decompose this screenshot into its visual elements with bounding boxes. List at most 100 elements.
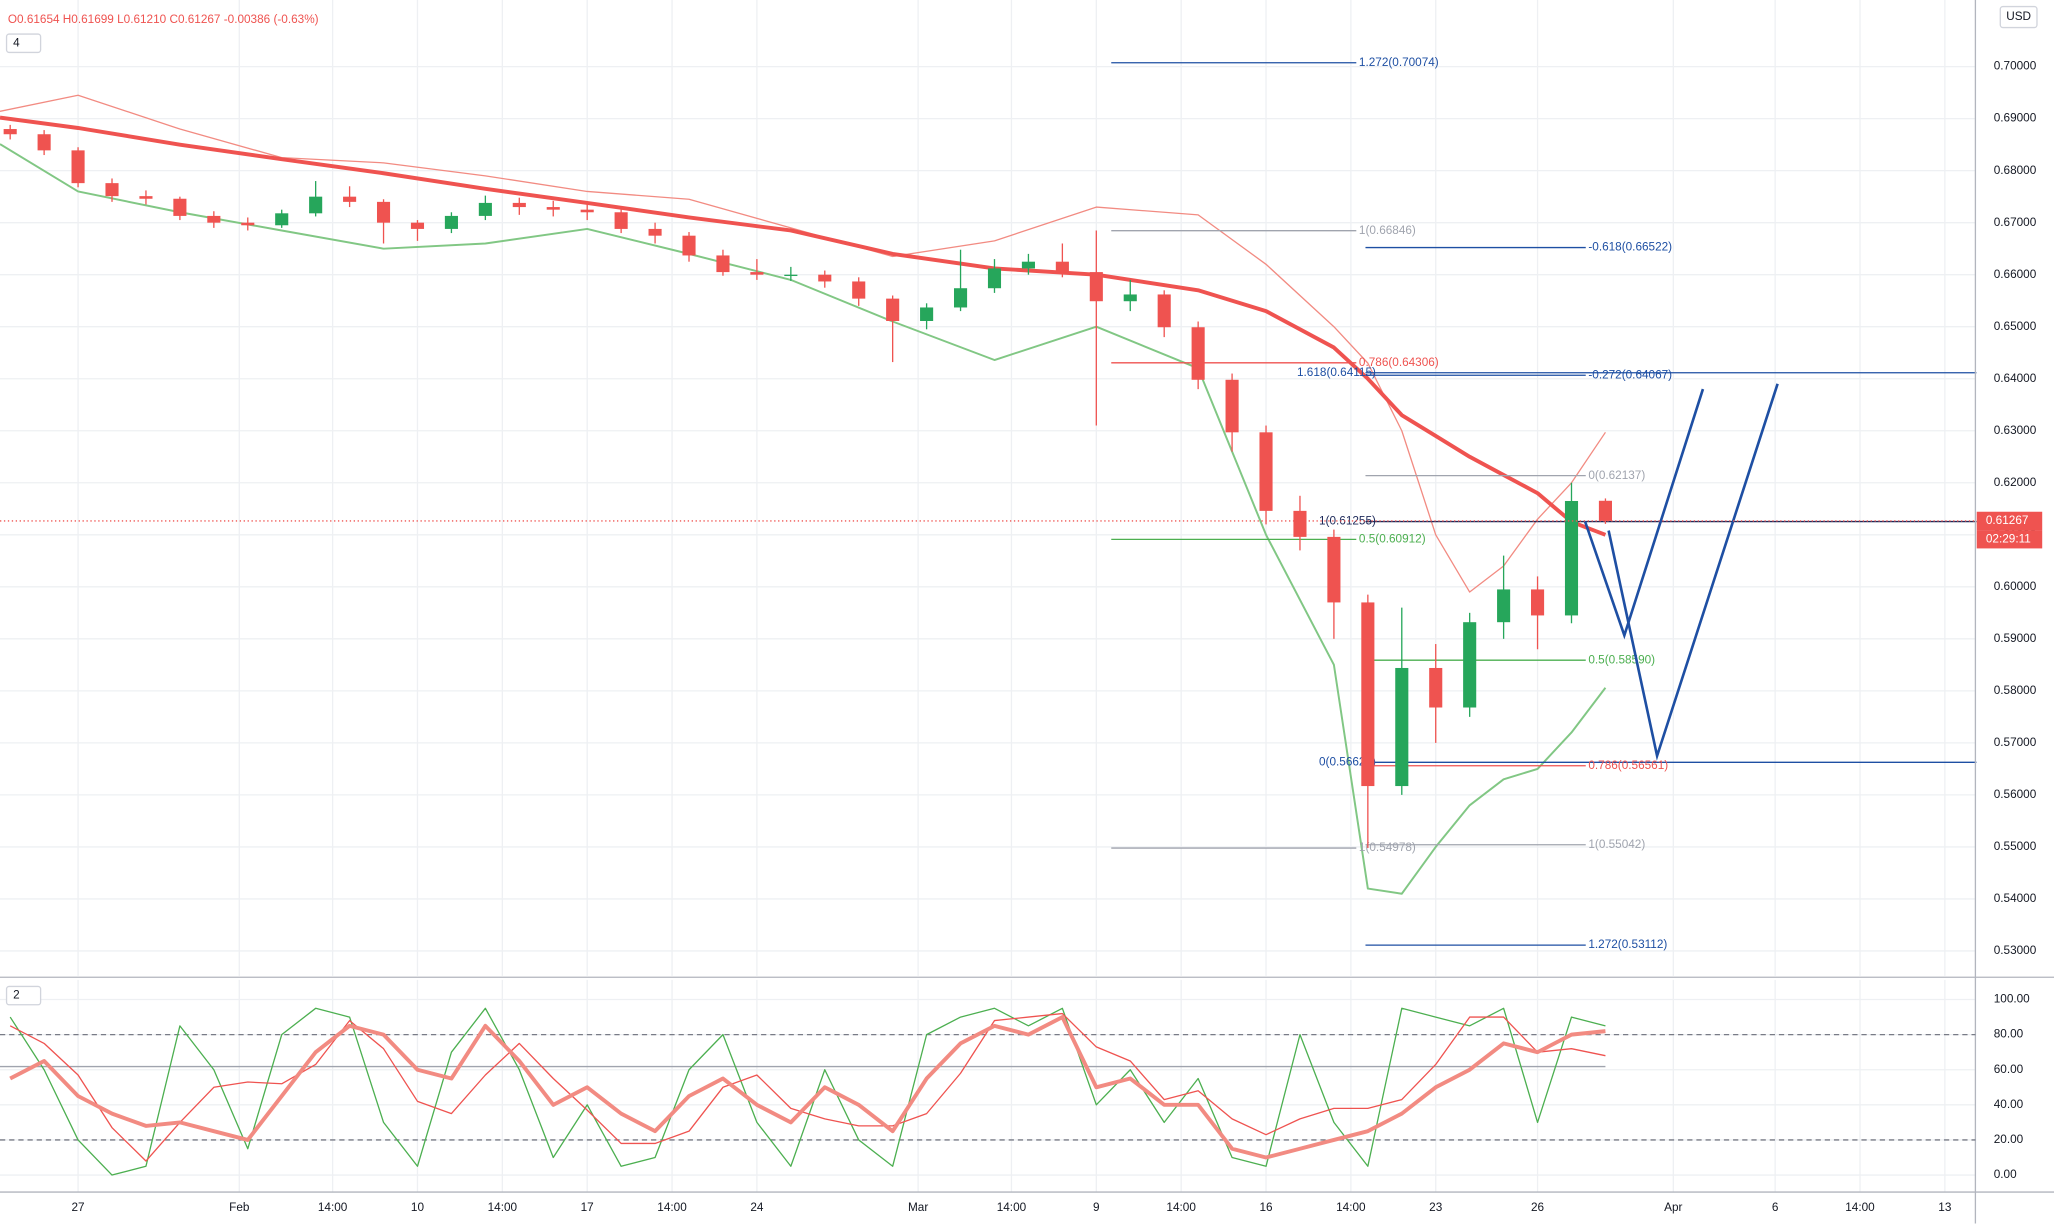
candle-body (1463, 622, 1477, 708)
candle-body (1564, 500, 1579, 616)
candle-body (1531, 589, 1545, 616)
pane-box[interactable] (5, 985, 42, 1006)
projection-line (1583, 388, 1705, 640)
fib-label: 1.272(0.70074) (1359, 56, 1439, 69)
projection-line (1607, 383, 1779, 761)
fib-label: 0.5(0.58590) (1588, 653, 1655, 666)
fib-label: 1.272(0.53112) (1588, 938, 1667, 951)
fib-label: 1.618(0.64115) (1297, 366, 1376, 379)
x-tick-label: Mar (908, 1201, 928, 1214)
x-tick-label: 14:00 (488, 1201, 518, 1214)
interval-box[interactable] (5, 33, 42, 54)
y-tick-label: 0.59000 (1994, 632, 2037, 645)
candle-body (1497, 589, 1511, 623)
candle-body (37, 134, 51, 151)
x-tick-label: Apr (1664, 1201, 1682, 1214)
y-tick-label: 0.57000 (1994, 736, 2037, 749)
x-tick-label: 14:00 (997, 1201, 1027, 1214)
candle-body (750, 272, 764, 275)
candle-body (716, 255, 730, 273)
candle-body (71, 150, 85, 184)
y-tick-label: 0.70000 (1994, 60, 2037, 73)
y-tick-label: 0.66000 (1994, 268, 2037, 281)
candle-body (1429, 667, 1443, 708)
fib-label: 1(0.66846) (1359, 224, 1416, 237)
candle-body (309, 196, 323, 214)
fib-label: 0(0.62137) (1588, 469, 1645, 482)
candle-body (1395, 667, 1409, 787)
y-tick-label: 0.58000 (1994, 684, 2037, 697)
candle-body (410, 222, 425, 229)
candle-body (1055, 261, 1069, 273)
x-tick-label: 6 (1772, 1201, 1779, 1214)
candle-body (275, 213, 289, 226)
countdown: 02:29:11 (1986, 532, 2031, 545)
x-tick-label: 23 (1429, 1201, 1443, 1214)
indicator-line (0, 94, 1606, 593)
candle-body (648, 228, 662, 236)
last-price-box (1976, 511, 2043, 531)
y-tick-label: 0.67000 (1994, 216, 2037, 229)
plot: 1.272(0.70074) 1(0.66846) -0.618(0.66522) 0… (0, 56, 1977, 951)
y-tick-label: 0.64000 (1994, 372, 2037, 385)
x-tick-label: 17 (581, 1201, 594, 1214)
currency-box[interactable] (1999, 5, 2038, 29)
fib-label: 0.5(0.60912) (1359, 532, 1426, 545)
x-tick-label: 10 (411, 1201, 425, 1214)
candle-body (920, 307, 934, 321)
candle-body (546, 207, 560, 210)
candle-body (886, 298, 900, 321)
y-tick-label: 80.00 (1994, 1028, 2024, 1041)
candle-body (852, 281, 866, 299)
y-tick-label: 0.62000 (1994, 476, 2037, 489)
interval-label[interactable]: 4 (13, 36, 20, 49)
candle-body (1361, 602, 1375, 787)
y-tick-label: 60.00 (1994, 1063, 2024, 1076)
y-tick-label: 0.60000 (1994, 580, 2037, 593)
candle-body (207, 215, 221, 223)
y-tick-label: 0.68000 (1994, 164, 2037, 177)
x-tick-label: Feb (229, 1201, 250, 1214)
y-tick-label: 0.53000 (1994, 944, 2037, 957)
ohlc-header: O0.61654 H0.61699 L0.61210 C0.61267 -0.0… (8, 13, 319, 26)
candle-body (1089, 272, 1103, 302)
candle-body (1123, 294, 1137, 302)
candle-body (1259, 432, 1273, 511)
candle-body (478, 202, 492, 216)
oscillator-line (9, 1015, 1606, 1160)
candle-body (987, 268, 1002, 289)
candle-body (682, 235, 696, 256)
candle-body (376, 201, 391, 223)
x-tick-label: 14:00 (318, 1201, 348, 1214)
fib-label: 1(0.55042) (1588, 838, 1645, 851)
candle-body (1191, 327, 1205, 380)
candle-body (3, 129, 17, 135)
candle-body (784, 274, 798, 277)
candle-body (512, 202, 526, 208)
pane-label[interactable]: 2 (13, 989, 20, 1002)
oscillator-line (9, 1012, 1606, 1162)
candle-body (139, 196, 153, 199)
candle-body (614, 212, 628, 229)
candle-body (1598, 500, 1612, 521)
x-tick-label: 14:00 (1845, 1201, 1875, 1214)
y-tick-label: 20.00 (1994, 1133, 2024, 1146)
fib-label: -0.272(0.64067) (1588, 368, 1672, 381)
currency[interactable]: USD (2006, 10, 2031, 23)
candle-body (1327, 536, 1341, 603)
candle-body (1225, 379, 1239, 433)
candle-body (343, 196, 357, 202)
y-tick-label: 0.56000 (1994, 788, 2037, 801)
candle-body (173, 198, 187, 216)
y-tick-label: 0.63000 (1994, 424, 2037, 437)
x-tick-label: 24 (750, 1201, 764, 1214)
candle-body (105, 183, 119, 197)
y-tick-label: 0.55000 (1994, 840, 2037, 853)
candle-body (1157, 294, 1171, 328)
x-tick-label: 14:00 (657, 1201, 687, 1214)
x-tick-label: 26 (1531, 1201, 1545, 1214)
x-tick-label: 16 (1259, 1201, 1273, 1214)
candle-body (818, 274, 832, 282)
